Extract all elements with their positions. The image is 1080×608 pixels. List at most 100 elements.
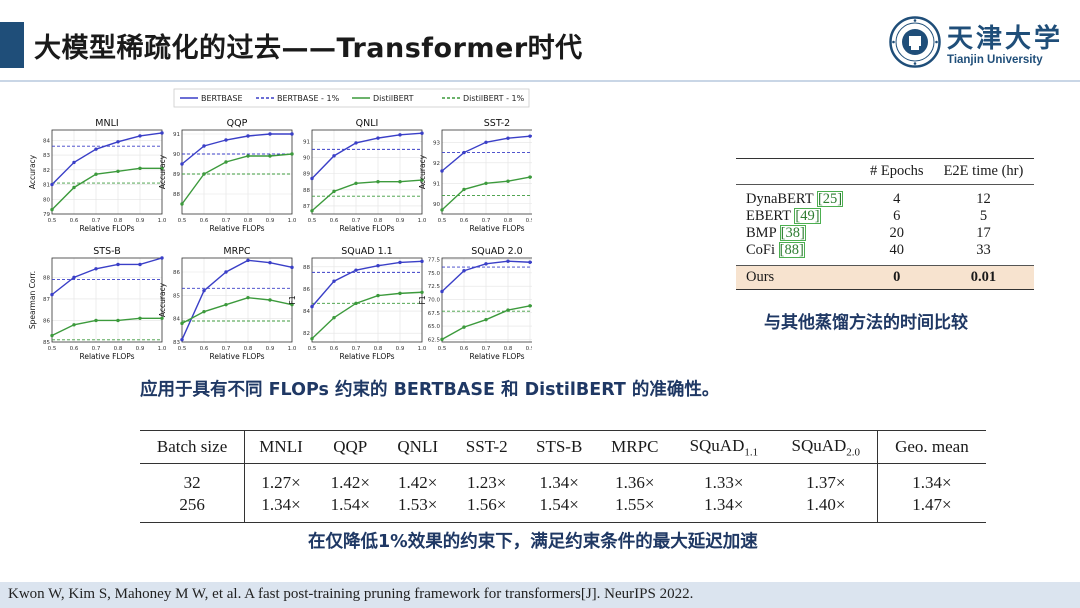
y-axis-label: F1 [288, 295, 297, 304]
x-tick-label: 0.5 [48, 346, 57, 352]
x-tick-label: 0.6 [70, 218, 79, 224]
citation-link[interactable]: [88] [778, 242, 805, 258]
batch-size-value: 32 [140, 463, 246, 495]
plot-frame [311, 257, 423, 343]
x-tick-label: 0.9 [396, 218, 405, 224]
y-tick-label: 93 [433, 140, 440, 146]
x-axis-label: Relative FLOPs [339, 224, 394, 233]
y-tick-label: 91 [303, 139, 310, 145]
epochs-table-row: BMP [38] 20 17 [736, 225, 1034, 242]
squad-version: 1.1 [744, 446, 759, 459]
citation-text: Kwon W, Kim S, Mahoney M W, et al. A fas… [8, 586, 694, 602]
legend-label: DistilBERT - 1% [463, 94, 525, 103]
x-tick-label: 0.7 [92, 218, 101, 224]
speedup-value: 1.36× [615, 473, 655, 493]
epochs-value: 6 [893, 208, 901, 224]
data-point [420, 131, 424, 135]
data-point [138, 262, 142, 267]
data-point [354, 268, 358, 272]
epochs-table-caption: 与其他蒸馏方法的时间比较 [764, 313, 968, 333]
y-tick-label: 87 [43, 297, 50, 303]
data-point [290, 265, 294, 270]
x-tick-label: 0.8 [244, 218, 253, 224]
data-point [440, 289, 444, 294]
data-point [268, 154, 272, 158]
y-tick-label: 84 [303, 309, 310, 315]
epochs-value: 4 [893, 191, 901, 207]
x-tick-label: 0.8 [504, 218, 513, 224]
y-tick-label: 75.0 [428, 271, 441, 277]
speedup-value: 1.54× [316, 494, 384, 524]
x-tick-label: 0.5 [438, 346, 447, 352]
data-point [420, 178, 424, 182]
speedup-row: 32 1.27× 1.42× 1.42× 1.23× 1.34× 1.36× 1.33× 1.3… [140, 463, 986, 495]
y-axis-label: Accuracy [158, 282, 167, 317]
speed-header-cell: SST-2 [451, 429, 522, 465]
data-point [138, 166, 142, 171]
chart-panel-4: SST-2 0.5 0.6 0.7 0.8 0.9 1.0 90 91 92 93 Relative … [418, 118, 532, 233]
epochs-table-row: CoFi [88] 40 33 [736, 242, 1034, 266]
x-tick-label: 0.8 [114, 346, 123, 352]
data-point [72, 323, 76, 327]
y-tick-label: 77.5 [428, 258, 441, 264]
x-tick-label: 0.9 [136, 346, 145, 352]
method-name: DynaBERT [25] [736, 185, 861, 209]
data-point [506, 259, 510, 263]
university-logo: 天津大学 Tianjin University [889, 16, 1061, 72]
y-tick-label: 86 [43, 318, 50, 324]
data-point [180, 337, 184, 342]
series-line [441, 176, 532, 211]
epochs-table-header-time: E2E time (hr) [932, 158, 1034, 185]
x-tick-label: 1.0 [158, 346, 167, 352]
x-tick-label: 0.9 [266, 346, 275, 352]
y-tick-label: 65.0 [428, 324, 441, 330]
speed-header-cell: MNLI [244, 429, 317, 465]
series-line [441, 305, 532, 340]
data-point [116, 140, 120, 144]
speedup-value: 1.37× [774, 463, 878, 495]
data-point [484, 317, 488, 322]
citation-link[interactable]: [25] [816, 191, 844, 207]
plot-frame [51, 257, 163, 343]
epochs-table-row-ours: Ours 0 0.01 [736, 265, 1034, 290]
data-point [462, 325, 466, 329]
legend-label: BERTBASE - 1% [277, 94, 340, 103]
y-tick-label: 70.0 [428, 297, 441, 303]
y-tick-label: 88 [303, 188, 310, 194]
data-point [310, 304, 314, 309]
method-name: EBERT [49] [736, 208, 861, 225]
x-tick-label: 0.9 [136, 218, 145, 224]
method-name: BMP [38] [736, 225, 861, 242]
data-point [528, 175, 532, 179]
data-point [160, 256, 164, 260]
data-point [72, 185, 76, 190]
panel-title: SQuAD 2.0 [471, 246, 522, 257]
title-divider [0, 80, 1080, 82]
data-point [462, 150, 466, 155]
panel-title: SQuAD 1.1 [341, 246, 392, 257]
citation-link[interactable]: [49] [794, 208, 821, 224]
squad-version: 2.0 [846, 446, 861, 459]
speedup-value: 1.34× [244, 494, 317, 524]
x-tick-label: 0.7 [352, 346, 361, 352]
time-value: 0.01 [932, 265, 1034, 290]
y-tick-label: 89 [173, 172, 180, 178]
y-tick-label: 84 [43, 138, 50, 144]
chart-panel-6: MRPC 0.5 0.6 0.7 0.8 0.9 1.0 83 84 85 86 Relative F… [158, 246, 297, 361]
y-tick-label: 86 [173, 270, 180, 276]
data-point [484, 262, 488, 266]
x-axis-label: Relative FLOPs [469, 352, 524, 361]
speedup-value: 1.53× [383, 494, 452, 524]
data-point [50, 207, 54, 212]
y-tick-label: 91 [433, 181, 440, 187]
data-point [290, 152, 294, 156]
data-point [354, 141, 358, 145]
data-point [180, 162, 184, 166]
citation-link[interactable]: [38] [779, 225, 806, 241]
y-tick-label: 91 [173, 132, 180, 138]
x-tick-label: 0.5 [438, 218, 447, 224]
y-tick-label: 85 [43, 340, 50, 346]
data-point [72, 160, 76, 165]
y-tick-label: 86 [303, 287, 310, 293]
squad-label: SQuAD [689, 436, 745, 455]
